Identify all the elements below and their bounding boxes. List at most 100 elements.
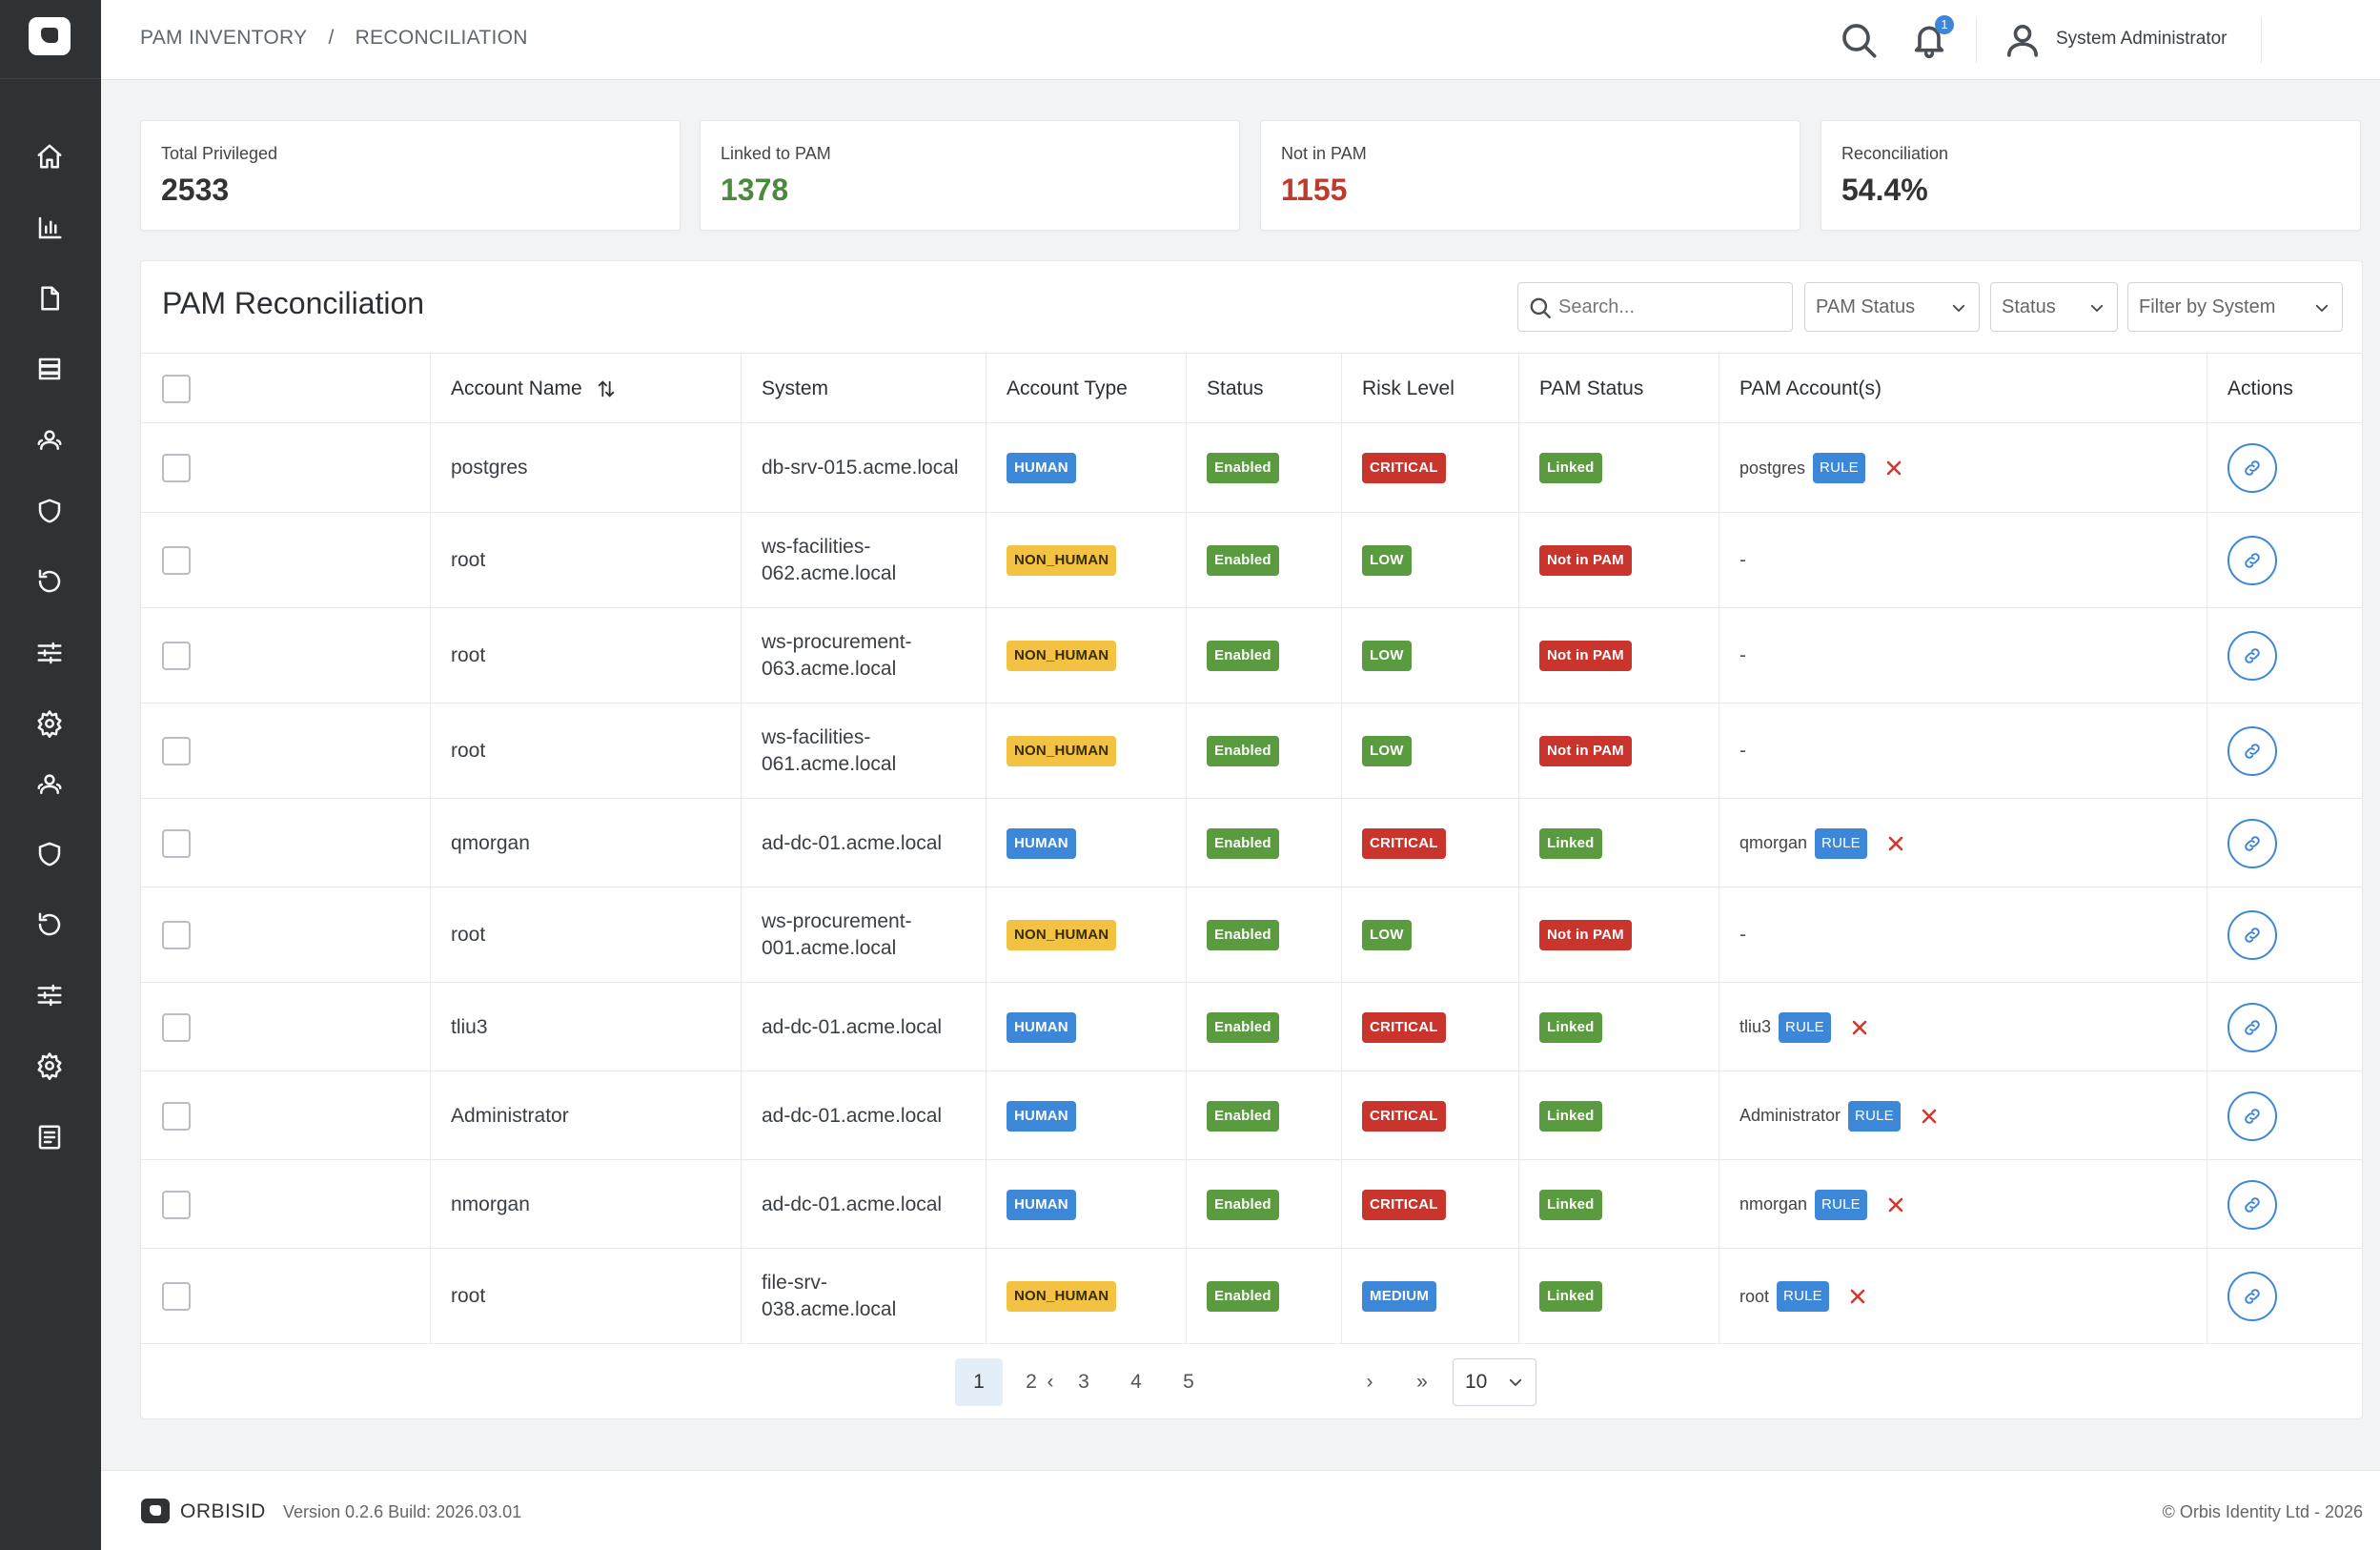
link-account-button[interactable] <box>2227 818 2277 868</box>
chart-icon[interactable] <box>33 212 66 244</box>
row-checkbox[interactable] <box>162 1101 191 1131</box>
history-icon[interactable] <box>33 565 66 598</box>
page-button-3[interactable]: 3 <box>1078 1371 1089 1393</box>
select-all-checkbox[interactable] <box>162 375 191 403</box>
bell-icon[interactable] <box>1910 19 1948 59</box>
table-header-row: Account Name System Account Type Status … <box>141 353 2362 423</box>
link-account-button[interactable] <box>2227 1091 2277 1141</box>
breadcrumb: PAM INVENTORY / RECONCILIATION <box>140 27 528 50</box>
header-status: Status <box>1207 377 1264 399</box>
prev-page-button[interactable]: ‹ <box>1047 1371 1054 1393</box>
row-checkbox[interactable] <box>162 1012 191 1042</box>
link-account-button[interactable] <box>2227 726 2277 776</box>
link-account-button[interactable] <box>2227 1179 2277 1230</box>
link-account-button[interactable] <box>2227 443 2277 493</box>
unlink-icon[interactable] <box>1886 1195 1905 1214</box>
server-icon[interactable] <box>33 353 66 385</box>
account-name[interactable]: root <box>451 549 486 571</box>
system-filter[interactable]: Filter by System <box>2127 282 2343 332</box>
system-name-line: ws-procurement- <box>762 910 912 932</box>
header-account-name[interactable]: Account Name <box>451 354 617 424</box>
account-name[interactable]: postgres <box>451 457 528 479</box>
pam-account-name[interactable]: nmorgan <box>1739 1194 1808 1213</box>
user-name[interactable]: System Administrator <box>2056 29 2227 49</box>
chevron-down-icon <box>2090 304 2104 312</box>
link-account-button[interactable] <box>2227 910 2277 960</box>
account-name[interactable]: root <box>451 644 486 666</box>
system-name-line: ad-dc-01.acme.local <box>762 1193 943 1215</box>
account-name[interactable]: root <box>451 924 486 946</box>
unlink-icon[interactable] <box>1850 1018 1869 1037</box>
settings-icon[interactable] <box>33 707 66 740</box>
account-name[interactable]: qmorgan <box>451 831 530 854</box>
shield-icon[interactable] <box>33 838 66 870</box>
pam-status-badge: Linked <box>1539 1281 1602 1312</box>
row-checkbox[interactable] <box>162 454 191 482</box>
unlink-icon[interactable] <box>1848 1287 1867 1306</box>
page-button-2[interactable]: 2 <box>1026 1371 1037 1393</box>
pam-account-name[interactable]: tliu3 <box>1739 1017 1772 1036</box>
pam-status-badge: Not in PAM <box>1539 545 1632 576</box>
link-account-button[interactable] <box>2227 1272 2277 1321</box>
pam-account-name[interactable]: postgres <box>1739 458 1806 478</box>
unlink-icon[interactable] <box>1920 1107 1939 1126</box>
account-name[interactable]: root <box>451 740 486 762</box>
table-row: tliu3 ad-dc-01.acme.local HUMAN Enabled CRIT… <box>141 983 2362 1071</box>
user-icon[interactable] <box>2004 21 2042 59</box>
unlink-icon[interactable] <box>1884 459 1903 478</box>
account-type-badge: NON_HUMAN <box>1007 641 1117 671</box>
system-name-line: ws-facilities- <box>762 726 871 748</box>
history-icon[interactable] <box>33 908 66 941</box>
row-checkbox[interactable] <box>162 1282 191 1311</box>
table-row: Administrator ad-dc-01.acme.local HUMAN Ena… <box>141 1071 2362 1160</box>
sort-icon[interactable] <box>596 378 617 399</box>
row-checkbox[interactable] <box>162 642 191 670</box>
search-icon[interactable] <box>1840 21 1878 59</box>
pam-account-name[interactable]: Administrator <box>1739 1106 1841 1125</box>
next-page-button[interactable]: › <box>1366 1371 1373 1393</box>
account-name[interactable]: nmorgan <box>451 1193 530 1215</box>
pam-account-name[interactable]: qmorgan <box>1739 833 1808 852</box>
row-checkbox[interactable] <box>162 828 191 858</box>
footer: ORBISID Version 0.2.6 Build: 2026.03.01 … <box>101 1470 2380 1550</box>
link-account-button[interactable] <box>2227 536 2277 585</box>
status-filter[interactable]: Status <box>1990 282 2118 332</box>
app-logo[interactable] <box>29 17 71 55</box>
settings-icon[interactable] <box>33 1050 66 1082</box>
pam-account-name[interactable]: root <box>1739 1286 1770 1306</box>
breadcrumb-reconciliation: RECONCILIATION <box>355 27 528 49</box>
system-name: ws-procurement- 063.acme.local <box>762 608 912 704</box>
account-name[interactable]: Administrator <box>451 1104 569 1127</box>
row-checkbox[interactable] <box>162 546 191 575</box>
log-icon[interactable] <box>33 1121 66 1153</box>
search-input[interactable] <box>1558 283 1787 331</box>
page-button-5[interactable]: 5 <box>1183 1371 1194 1393</box>
users-icon[interactable] <box>33 424 66 457</box>
pam-status-filter[interactable]: PAM Status <box>1804 282 1980 332</box>
sliders-icon[interactable] <box>33 979 66 1011</box>
link-account-button[interactable] <box>2227 1002 2277 1052</box>
row-checkbox[interactable] <box>162 737 191 765</box>
shield-icon[interactable] <box>33 495 66 527</box>
account-name[interactable]: tliu3 <box>451 1015 488 1038</box>
page-button-1[interactable]: 1 <box>955 1358 1003 1406</box>
link-account-button[interactable] <box>2227 631 2277 681</box>
link-icon <box>2245 744 2260 759</box>
last-page-button[interactable]: » <box>1416 1371 1428 1393</box>
search-field[interactable] <box>1517 282 1793 332</box>
system-name-line: ad-dc-01.acme.local <box>762 1104 943 1127</box>
users-icon[interactable] <box>33 768 66 801</box>
pam-status-badge: Linked <box>1539 1189 1602 1220</box>
breadcrumb-pam-inventory[interactable]: PAM INVENTORY <box>140 27 308 49</box>
unlink-icon[interactable] <box>1886 834 1905 853</box>
row-checkbox[interactable] <box>162 1190 191 1219</box>
page-button-4[interactable]: 4 <box>1130 1371 1142 1393</box>
sliders-icon[interactable] <box>33 637 66 669</box>
row-checkbox[interactable] <box>162 921 191 949</box>
home-icon[interactable] <box>33 140 66 173</box>
account-name[interactable]: root <box>451 1285 486 1307</box>
status-badge: Enabled <box>1207 1189 1279 1220</box>
document-icon[interactable] <box>33 282 66 315</box>
page-size-select[interactable]: 10 <box>1453 1358 1536 1406</box>
